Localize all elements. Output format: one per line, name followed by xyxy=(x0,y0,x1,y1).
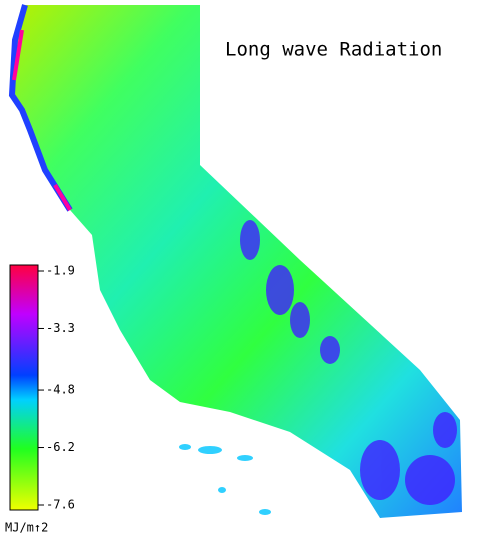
colorbar-tick-label: -7.6 xyxy=(46,498,75,512)
colorbar-tick-label: -3.3 xyxy=(46,321,75,335)
colorbar-tick-label: -6.2 xyxy=(46,440,75,454)
map-title: Long wave Radiation xyxy=(225,39,442,61)
colorbar xyxy=(9,264,39,511)
colorbar-unit: MJ/m↑2 xyxy=(5,521,48,535)
colorbar-tick-label: -1.9 xyxy=(46,264,75,278)
california xyxy=(8,4,462,518)
colorbar-tick-label: -4.8 xyxy=(46,383,75,397)
